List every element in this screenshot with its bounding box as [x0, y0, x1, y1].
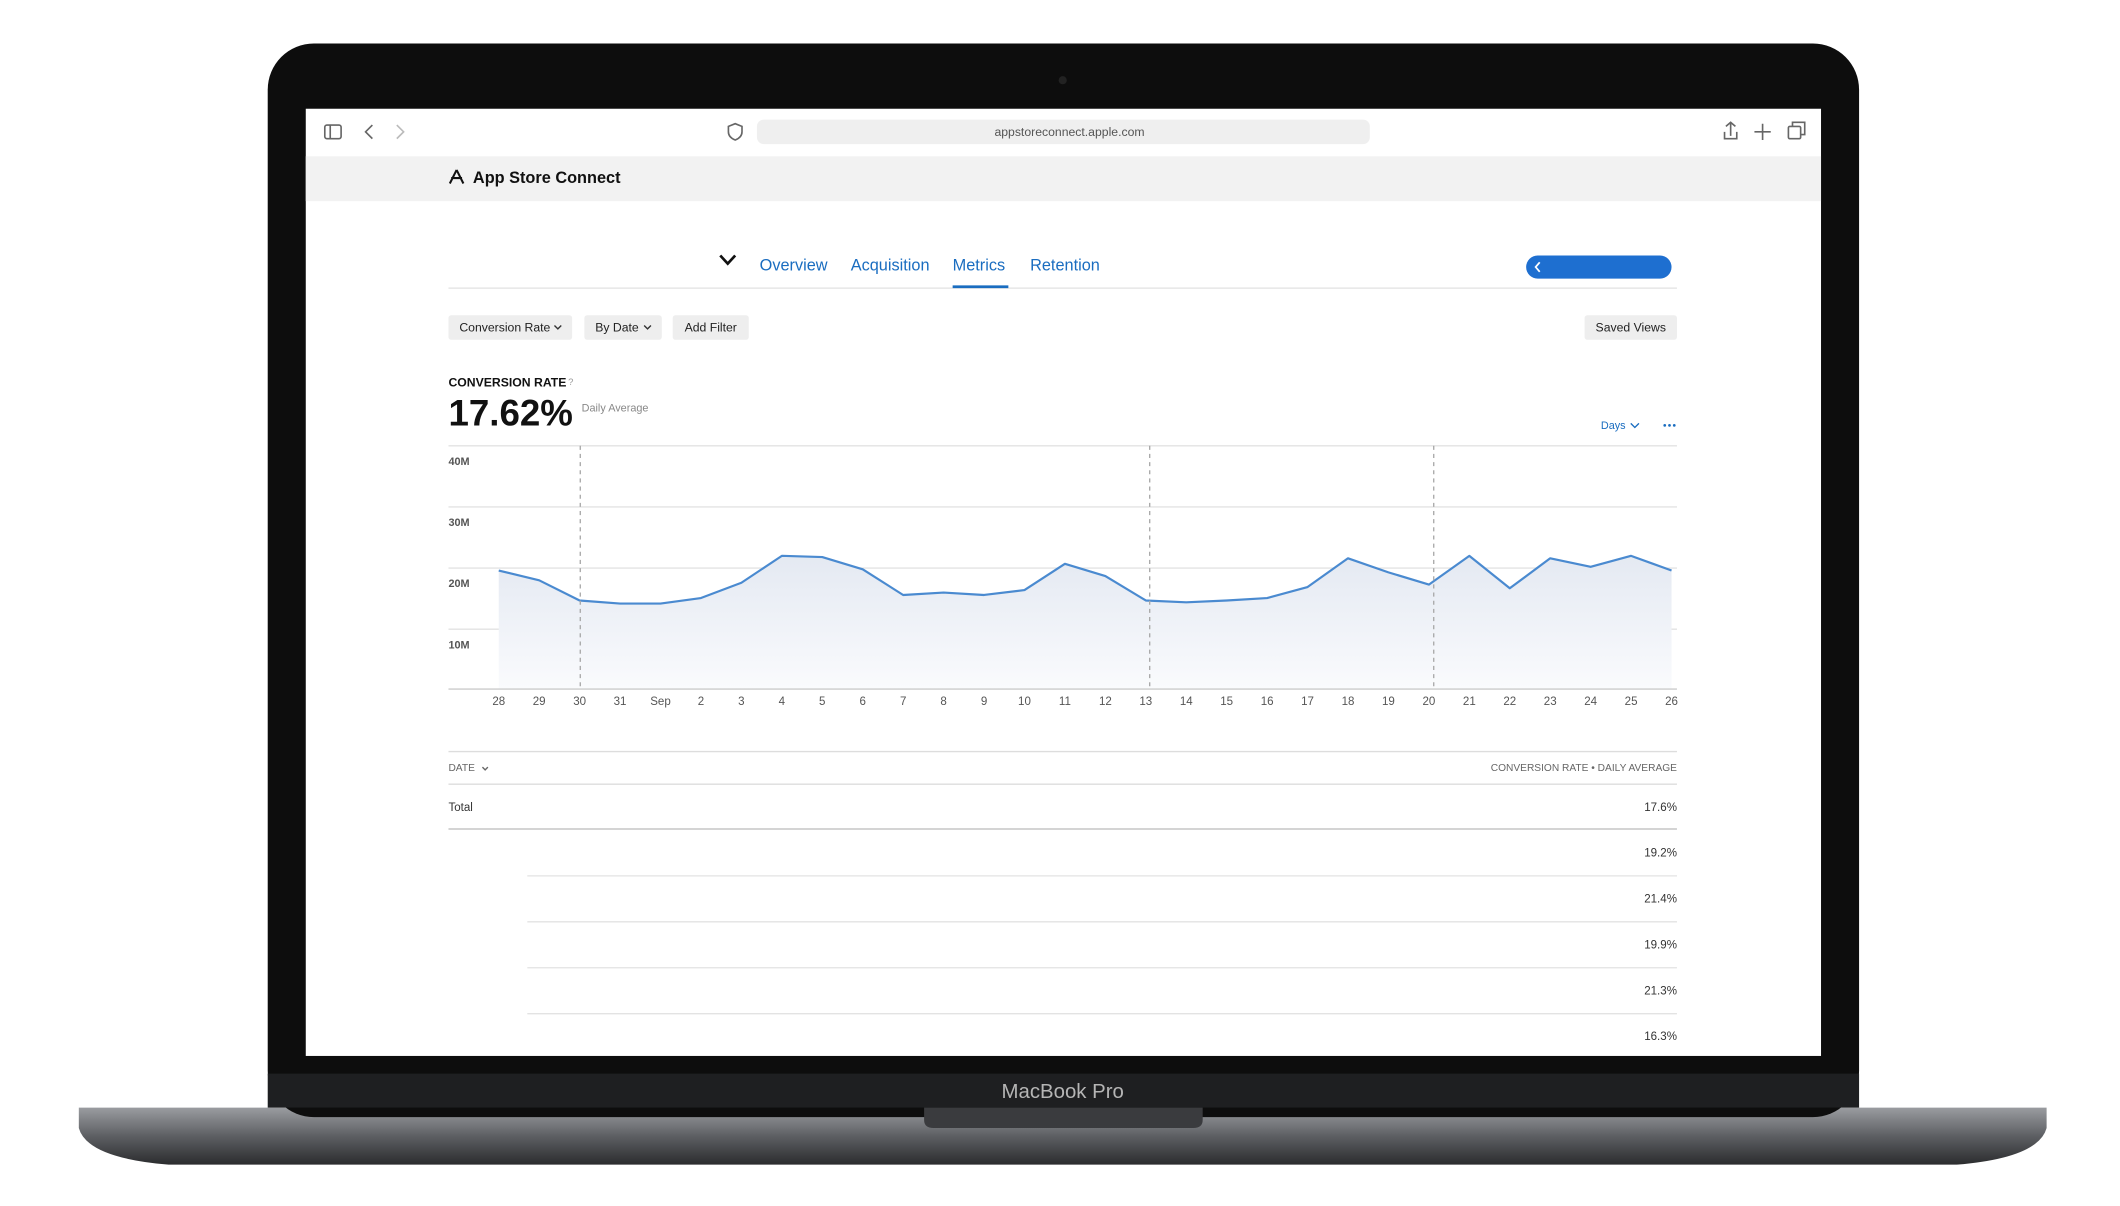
- x-tick-label: 18: [1342, 696, 1355, 708]
- x-tick-label: 5: [819, 696, 825, 708]
- x-tick-label: 26: [1665, 696, 1678, 708]
- total-label: Total: [448, 802, 472, 814]
- browser-toolbar-icons: [323, 121, 1806, 141]
- table-header: CONVERSION RATE • DAILY AVERAGE: [1491, 763, 1677, 774]
- x-tick-label: 7: [900, 696, 906, 708]
- x-tick-label: 30: [573, 696, 586, 708]
- row-value: 21.3%: [1644, 985, 1677, 997]
- tab[interactable]: Overview: [760, 257, 828, 275]
- laptop-chin: [267, 1073, 1860, 1108]
- x-tick-label: 8: [940, 696, 946, 708]
- x-tick-label: 11: [1059, 696, 1071, 708]
- x-tick-label: 31: [614, 696, 627, 708]
- filter-label: Conversion Rate: [459, 320, 550, 334]
- row-value: 21.4%: [1644, 893, 1677, 905]
- row-value: 19.2%: [1644, 848, 1677, 860]
- y-tick-label: 30M: [448, 517, 469, 529]
- x-tick-label: 17: [1301, 696, 1314, 708]
- x-tick-label: 2: [698, 696, 704, 708]
- saved-views-button[interactable]: [1584, 315, 1677, 340]
- filter-button[interactable]: [584, 315, 662, 340]
- x-tick-label: 4: [779, 696, 786, 708]
- total-value: 17.6%: [1644, 802, 1677, 814]
- filter-button[interactable]: [448, 315, 573, 340]
- app-logo: [448, 169, 465, 184]
- x-tick-label: 14: [1180, 696, 1193, 708]
- pill-chevron: [1534, 261, 1541, 273]
- x-tick-label: 12: [1099, 696, 1112, 708]
- filter-button[interactable]: [672, 315, 749, 340]
- tab[interactable]: Acquisition: [851, 257, 930, 275]
- camera: [1058, 76, 1067, 85]
- x-tick-label: 3: [738, 696, 744, 708]
- table-header[interactable]: DATE: [448, 763, 475, 774]
- tab[interactable]: Metrics: [953, 257, 1006, 275]
- x-tick-label: 9: [981, 696, 987, 708]
- x-tick-label: 19: [1382, 696, 1395, 708]
- metric-note: Daily Average: [582, 402, 649, 414]
- app-header: [305, 156, 1822, 202]
- x-tick-label: 25: [1625, 696, 1638, 708]
- x-tick-label: 13: [1139, 696, 1152, 708]
- x-tick-label: 28: [492, 696, 505, 708]
- app-menu[interactable]: [719, 254, 737, 266]
- x-tick-label: 29: [533, 696, 546, 708]
- tab[interactable]: Retention: [1030, 257, 1100, 275]
- area: [498, 555, 1672, 690]
- row-value: 19.9%: [1644, 939, 1677, 951]
- saved-views: Saved Views: [1596, 320, 1666, 334]
- laptop-notch: [924, 1107, 1203, 1128]
- y-tick-label: 10M: [448, 639, 469, 651]
- filter-chevron: [553, 325, 562, 330]
- address-bar[interactable]: [756, 119, 1370, 145]
- device-label: MacBook Pro: [1002, 1081, 1124, 1103]
- x-tick-label: 23: [1544, 696, 1557, 708]
- y-tick-label: 40M: [448, 456, 469, 468]
- filter-chevron: [643, 325, 652, 330]
- url: appstoreconnect.apple.com: [994, 125, 1144, 139]
- laptop-base: [78, 1107, 2047, 1165]
- nav-pill[interactable]: [1526, 255, 1672, 279]
- filter-label: Add Filter: [685, 320, 737, 334]
- line: [498, 554, 1672, 605]
- x-tick-label: Sep: [650, 696, 671, 708]
- metric-label: CONVERSION RATE: [448, 375, 566, 389]
- x-tick-label: 6: [860, 696, 866, 708]
- app-title: App Store Connect: [473, 169, 621, 187]
- row-value: 16.3%: [1644, 1031, 1677, 1043]
- x-tick-label: 16: [1261, 696, 1274, 708]
- metric-help[interactable]: ?: [568, 377, 573, 388]
- x-tick-label: 10: [1018, 696, 1031, 708]
- x-tick-label: 20: [1422, 696, 1435, 708]
- period-select[interactable]: Days: [1601, 420, 1626, 432]
- period-chevron: [1630, 422, 1640, 429]
- x-tick-label: 15: [1220, 696, 1233, 708]
- metric-value: 17.62%: [448, 393, 572, 434]
- filter-label: By Date: [595, 320, 639, 334]
- x-tick-label: 22: [1503, 696, 1516, 708]
- sort-chevron: [481, 766, 489, 771]
- more-menu[interactable]: [1663, 424, 1676, 427]
- y-tick-label: 20M: [448, 578, 469, 590]
- x-tick-label: 21: [1463, 696, 1476, 708]
- x-tick-label: 24: [1584, 696, 1597, 708]
